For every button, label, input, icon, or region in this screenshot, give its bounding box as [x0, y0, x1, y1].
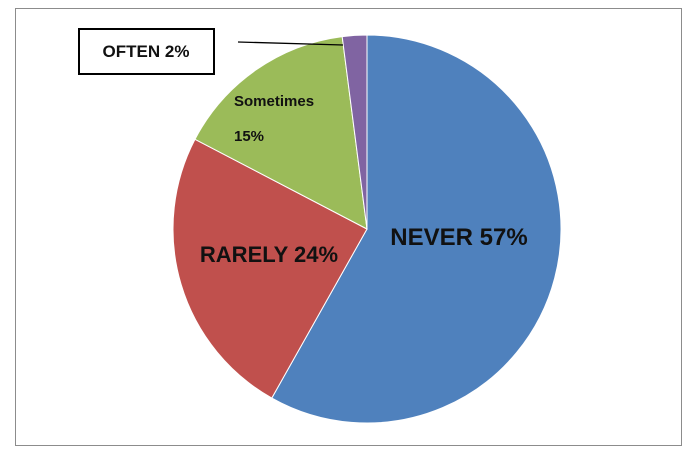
pie-slices [172, 34, 562, 424]
sometimes-label: Sometimes 15% [234, 93, 318, 145]
pie-slice-sometimes [194, 36, 368, 230]
sometimes-label-value: 15% [234, 128, 264, 145]
pie-slice-often [341, 34, 368, 230]
often-leader-line [237, 41, 344, 46]
often-callout-box [78, 28, 215, 75]
rarely-label: RARELY 24% [200, 242, 338, 267]
often-label: OFTEN 2% [103, 42, 190, 61]
pie-slice-never [271, 34, 562, 424]
never-label: NEVER 57% [390, 224, 527, 251]
sometimes-label-name: Sometimes [234, 93, 314, 110]
